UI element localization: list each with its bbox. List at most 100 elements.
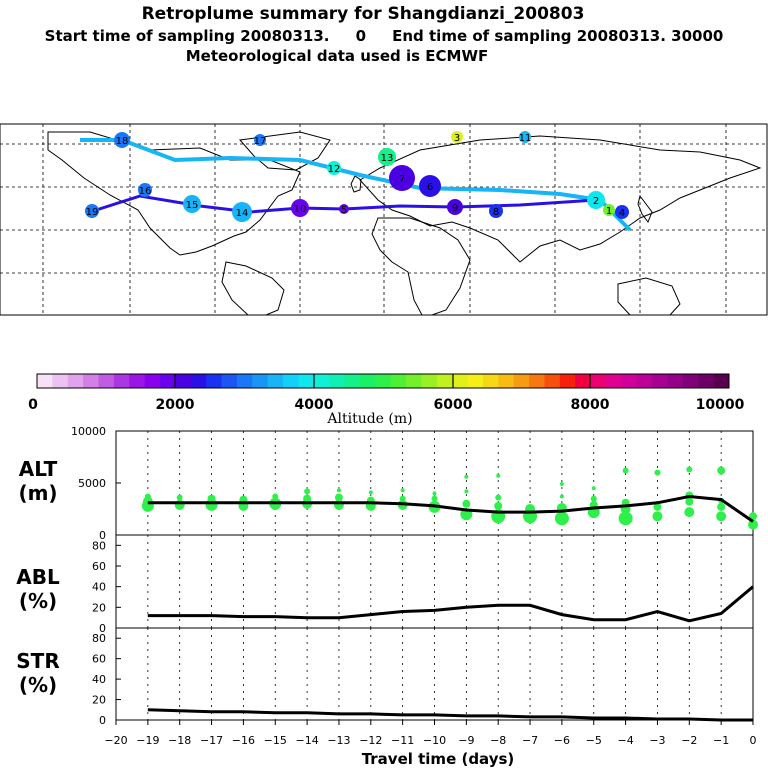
y-tick-label: 20 bbox=[92, 694, 106, 707]
trajectory-marker-label: 5 bbox=[341, 205, 347, 216]
x-tick-label: −12 bbox=[359, 734, 382, 747]
trajectory-marker-label: 9 bbox=[452, 203, 458, 214]
trajectory-track bbox=[80, 138, 632, 232]
trajectory-marker-label: 3 bbox=[454, 133, 460, 144]
alt-point bbox=[716, 511, 727, 522]
x-tick-label: −6 bbox=[554, 734, 570, 747]
trajectory-marker bbox=[447, 199, 463, 215]
trajectory-marker bbox=[489, 204, 503, 218]
alt-point bbox=[176, 494, 183, 501]
colorbar-ticks: 0 2000 4000 6000 8000 10000 bbox=[28, 397, 744, 413]
x-tick-label: −2 bbox=[681, 734, 697, 747]
alt-point bbox=[654, 469, 661, 476]
colorbar-cell bbox=[267, 374, 284, 388]
y-tick-label: 40 bbox=[92, 581, 106, 594]
abl-line bbox=[147, 585, 754, 623]
colorbar-cell bbox=[575, 374, 592, 388]
trajectory-marker bbox=[519, 131, 531, 143]
x-tick-label: −10 bbox=[423, 734, 446, 747]
trajectory-marker-label: 7 bbox=[399, 174, 405, 185]
trajectory-marker-label: 8 bbox=[493, 207, 499, 218]
colorbar-cell bbox=[67, 374, 84, 388]
y-tick-label: 0 bbox=[99, 529, 106, 542]
trajectory-marker bbox=[603, 204, 615, 216]
y-tick-label: 0 bbox=[99, 714, 106, 727]
trajectory-marker-label: 16 bbox=[139, 186, 152, 197]
trajectory-marker-label: 11 bbox=[519, 133, 532, 144]
trajectory-marker bbox=[254, 134, 266, 146]
colorbar-cell bbox=[590, 374, 607, 388]
alt-point bbox=[432, 491, 437, 496]
colorbar-cell bbox=[283, 374, 299, 388]
str-panel-label: STR bbox=[16, 649, 59, 673]
trajectory-marker bbox=[85, 204, 99, 218]
colorbar-cell bbox=[359, 374, 376, 388]
alt-point bbox=[464, 474, 469, 479]
trajectory-marker bbox=[615, 205, 629, 219]
abl-panel-label: ABL bbox=[16, 565, 60, 589]
y-tick-label: 0 bbox=[99, 622, 106, 635]
altitude-colorbar: 0 2000 4000 6000 8000 10000 Altitude (m) bbox=[28, 373, 745, 427]
alt-point bbox=[334, 493, 343, 502]
trajectory-marker-label: 13 bbox=[381, 153, 394, 164]
colorbar-cell bbox=[236, 374, 253, 388]
colorbar-cell bbox=[698, 374, 715, 388]
colorbar-cell bbox=[467, 374, 484, 388]
colorbar-label: Altitude (m) bbox=[326, 411, 412, 427]
trajectory-marker-label: 15 bbox=[186, 200, 199, 211]
alt-point bbox=[554, 511, 569, 526]
colorbar-cell bbox=[544, 374, 561, 388]
trajectory-marker bbox=[451, 131, 463, 143]
alt-point bbox=[496, 473, 501, 478]
y-tick-label: 60 bbox=[92, 653, 106, 666]
alt-point bbox=[748, 519, 758, 530]
colorbar-cell bbox=[667, 374, 684, 388]
alt-point bbox=[336, 488, 341, 493]
alt-point bbox=[684, 507, 695, 518]
trajectory-marker bbox=[419, 175, 441, 197]
coast-south-america bbox=[221, 261, 285, 316]
x-tick-label: −7 bbox=[522, 734, 538, 747]
colorbar-cell bbox=[482, 374, 499, 388]
y-tick-label: 80 bbox=[92, 539, 106, 552]
trajectory-track bbox=[89, 194, 597, 214]
alt-point bbox=[431, 495, 438, 502]
colorbar-cell bbox=[221, 374, 238, 388]
trajectory-marker-label: 17 bbox=[254, 136, 267, 147]
map-panel: 18 19 17 16 15 14 13 12 11 10 9 8 7 6 5 4 3 21 bbox=[0, 123, 768, 316]
trajectory-marker bbox=[378, 148, 396, 166]
trajectory-marker-label: 14 bbox=[236, 208, 249, 219]
alt-point bbox=[494, 501, 503, 510]
alt-point bbox=[622, 467, 629, 474]
coast-japan bbox=[637, 194, 653, 224]
alt-point bbox=[495, 494, 502, 501]
met-data-line: Meteorological data used is ECMWF bbox=[186, 47, 489, 65]
alt-point bbox=[400, 488, 405, 493]
x-axis-label: Travel time (days) bbox=[362, 750, 515, 768]
alt-point bbox=[652, 511, 663, 522]
trajectory-marker bbox=[327, 161, 341, 175]
trajectory-marker bbox=[389, 165, 415, 191]
colorbar-cell bbox=[682, 374, 699, 388]
colorbar-cell bbox=[513, 374, 530, 388]
alt-point bbox=[399, 495, 406, 502]
alt-point bbox=[272, 493, 279, 500]
colorbar-cell bbox=[559, 374, 576, 388]
abl-y-ticks: 80 60 40 20 0 bbox=[92, 539, 121, 635]
alt-point bbox=[144, 493, 151, 500]
trajectory-marker-label: 18 bbox=[116, 136, 129, 147]
y-tick-label: 80 bbox=[92, 632, 106, 645]
x-tick-label: −18 bbox=[168, 734, 191, 747]
abl-panel-frame bbox=[115, 534, 754, 629]
y-tick-label: 5000 bbox=[78, 477, 106, 490]
colorbar-cell bbox=[652, 374, 668, 388]
colorbar-tick: 0 bbox=[28, 397, 38, 413]
x-tick-label: −20 bbox=[104, 734, 127, 747]
alt-panel-unit: (m) bbox=[18, 481, 57, 505]
trajectory-marker-label: 6 bbox=[427, 182, 433, 193]
alt-point bbox=[304, 488, 311, 495]
trajectory-marker bbox=[114, 132, 130, 148]
x-tick-label: −15 bbox=[264, 734, 287, 747]
x-tick-label: −16 bbox=[232, 734, 255, 747]
alt-point bbox=[368, 490, 373, 495]
